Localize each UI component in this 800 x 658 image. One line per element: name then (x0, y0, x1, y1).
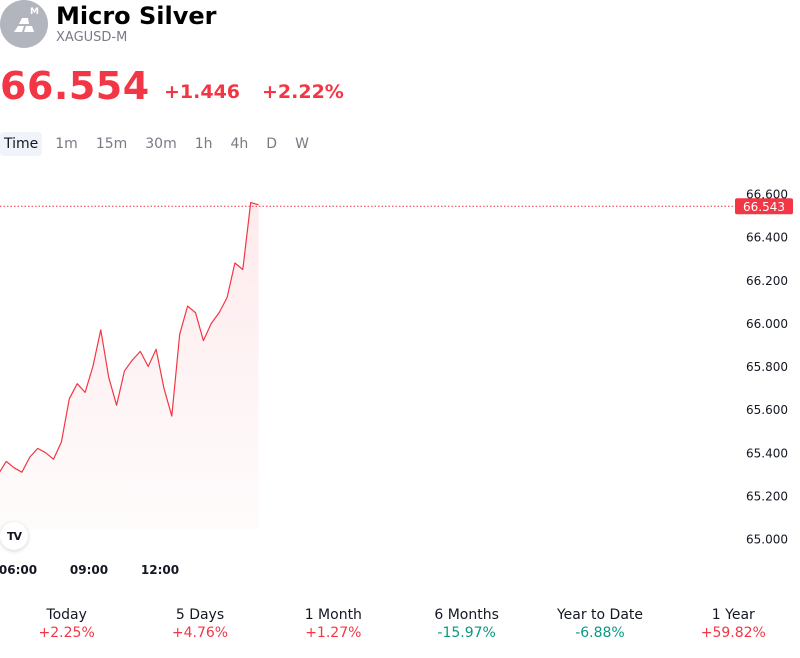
period-label: 1 Month (304, 607, 362, 623)
header: M Micro Silver XAGUSD-M (0, 0, 800, 56)
y-tick-label: 65.000 (746, 533, 788, 547)
period-change: +59.82% (700, 625, 766, 641)
y-tick-label: 65.600 (746, 403, 788, 417)
y-tick-label: 66.600 (746, 188, 788, 202)
silver-bars-icon (14, 18, 34, 32)
period-change: -6.88% (575, 625, 625, 641)
period-change: +1.27% (305, 625, 362, 641)
interval-tab-4h[interactable]: 4h (230, 136, 249, 152)
symbol-title: Micro Silver (56, 2, 217, 30)
y-tick-label: 66.400 (746, 231, 788, 245)
x-tick-label: 12:00 (141, 563, 179, 577)
period-label: Year to Date (556, 607, 643, 623)
price-change: +1.446 (164, 81, 241, 103)
performance-periods: Today +2.25% 5 Days +4.76% 1 Month +1.27% 6 Mo… (0, 606, 800, 654)
symbol-logo: M (0, 0, 48, 48)
interval-tab-1m[interactable]: 1m (55, 136, 78, 152)
interval-tab-w[interactable]: W (295, 136, 309, 152)
y-tick-label: 65.800 (746, 360, 788, 374)
y-tick-label: 66.000 (746, 317, 788, 331)
interval-tab-d[interactable]: D (266, 136, 278, 152)
period-label: 1 Year (711, 607, 755, 623)
period-change: +2.25% (38, 625, 95, 641)
x-tick-label: 06:00 (0, 563, 37, 577)
period-change: +4.76% (171, 625, 229, 641)
last-price-label: 66.543 (743, 200, 785, 214)
period-6-months[interactable]: 6 Months -15.97% (400, 606, 533, 654)
price-line (0, 202, 259, 473)
period-today[interactable]: Today +2.25% (0, 606, 133, 654)
quote-row: 66.554 +1.446 +2.22% (0, 62, 800, 110)
last-price: 66.554 (0, 64, 150, 108)
interval-tab-time[interactable]: Time (0, 132, 43, 156)
x-tick-label: 09:00 (70, 563, 108, 577)
period-label: 6 Months (434, 607, 499, 623)
tradingview-logo[interactable]: TV (0, 522, 28, 550)
period-1-year[interactable]: 1 Year +59.82% (667, 606, 800, 654)
interval-selector: Time 1m 15m 30m 1h 4h D W (0, 132, 318, 156)
interval-tab-30m[interactable]: 30m (145, 136, 177, 152)
y-tick-label: 65.200 (746, 489, 788, 503)
y-tick-label: 65.400 (746, 446, 788, 460)
period-label: Today (46, 607, 87, 623)
interval-tab-15m[interactable]: 15m (95, 136, 128, 152)
period-change: -15.97% (437, 625, 496, 641)
price-change-percent: +2.22% (262, 81, 344, 103)
logo-badge: M (30, 7, 39, 17)
period-5-days[interactable]: 5 Days +4.76% (133, 606, 266, 654)
price-area-fill (0, 202, 259, 530)
interval-tab-1h[interactable]: 1h (194, 136, 213, 152)
last-price-badge (735, 198, 793, 215)
period-year-to-date[interactable]: Year to Date -6.88% (533, 606, 666, 654)
period-label: 5 Days (175, 607, 225, 623)
symbol-ticker: XAGUSD-M (56, 30, 128, 45)
period-1-month[interactable]: 1 Month +1.27% (267, 606, 400, 654)
y-tick-label: 66.200 (746, 274, 788, 288)
